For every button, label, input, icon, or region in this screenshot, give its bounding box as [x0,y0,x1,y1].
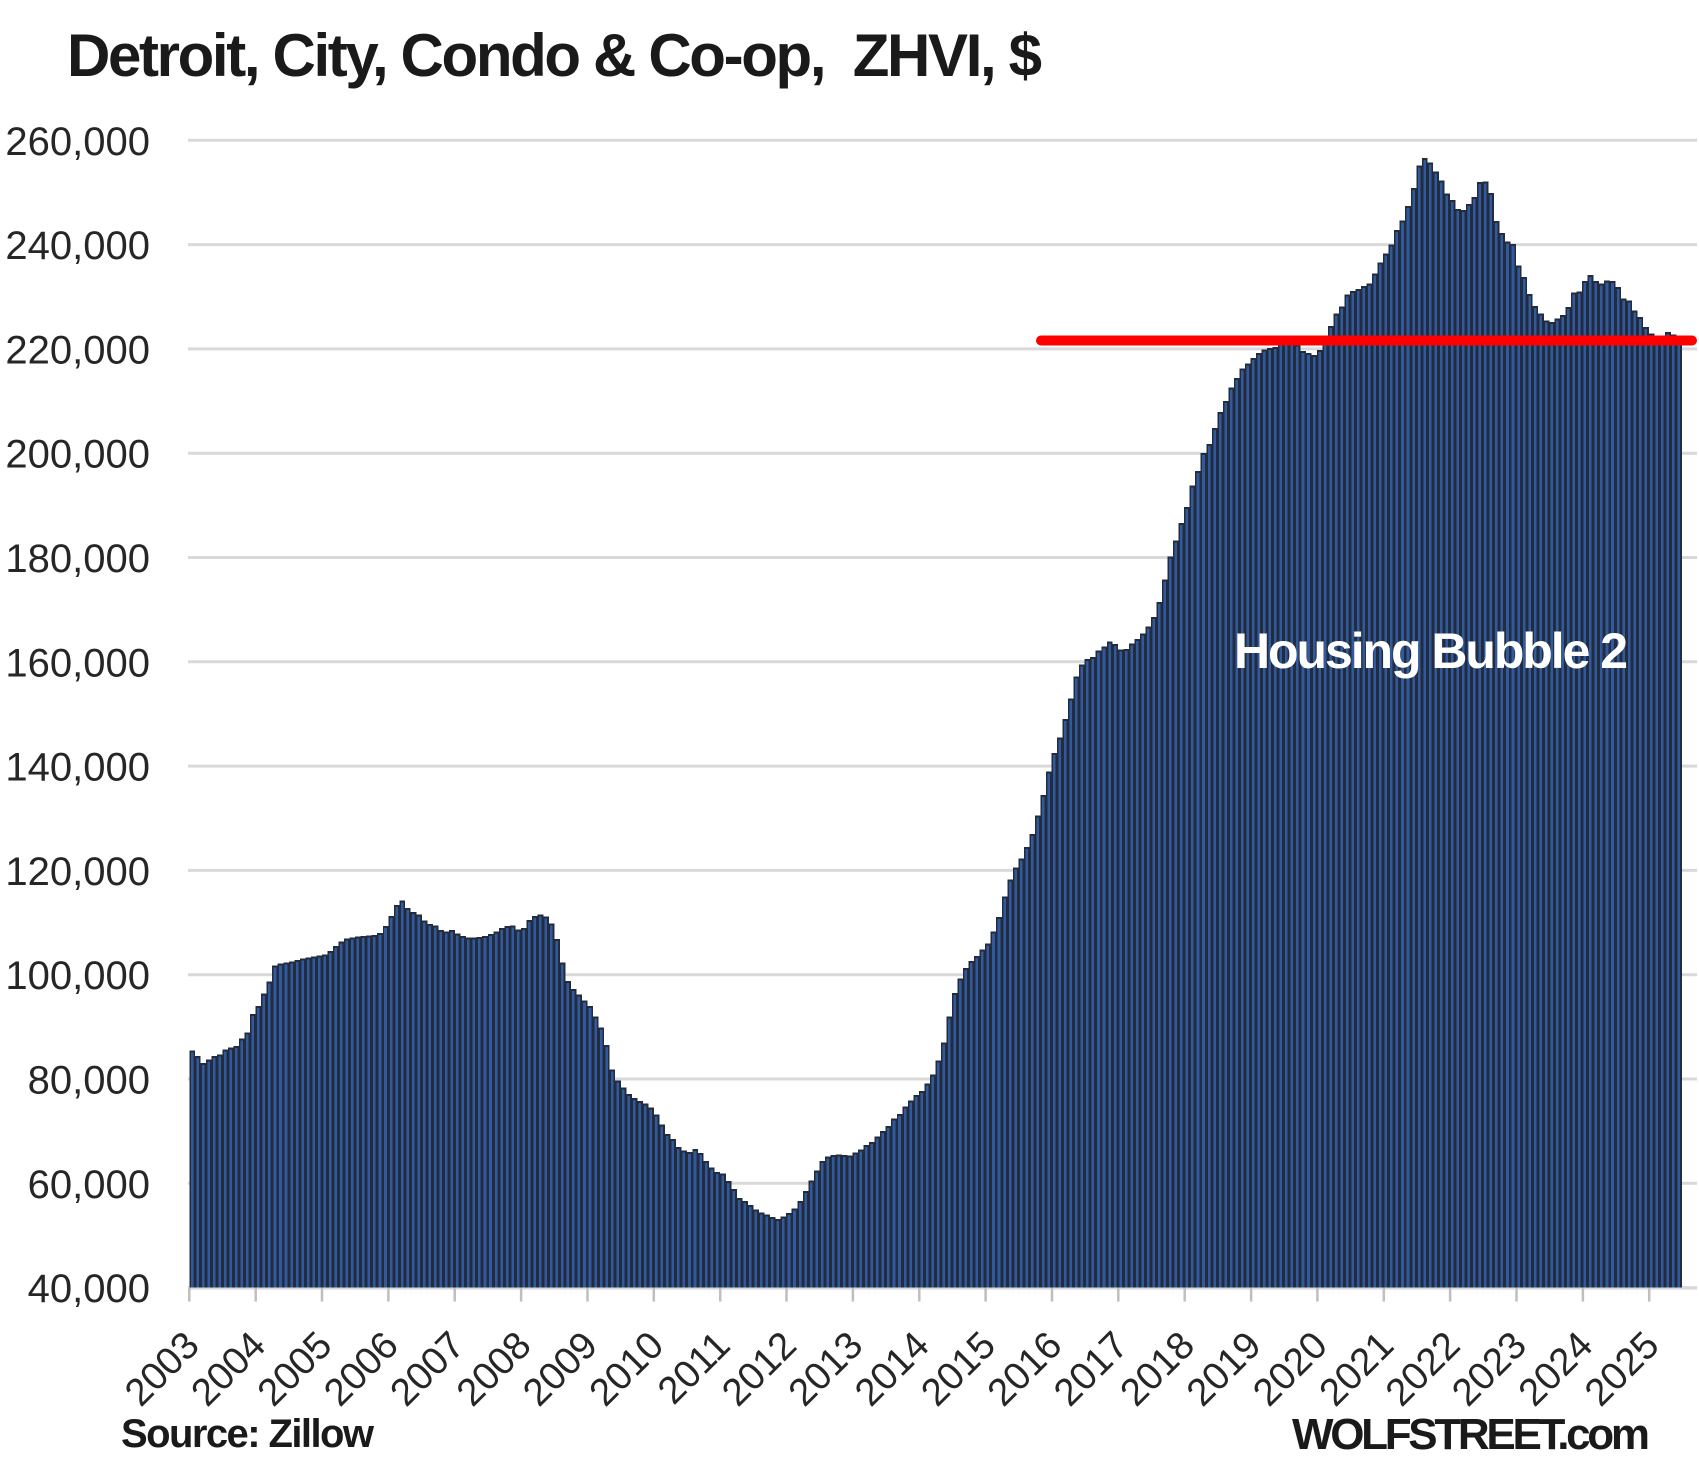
svg-text:40,000: 40,000 [28,1267,150,1311]
svg-text:140,000: 140,000 [5,746,150,790]
svg-text:Detroit, City, Condo & Co-op,: Detroit, City, Condo & Co-op, ZHVI, $ [67,22,1042,89]
svg-text:260,000: 260,000 [5,120,150,164]
svg-text:80,000: 80,000 [28,1059,150,1103]
svg-text:240,000: 240,000 [5,224,150,268]
svg-text:120,000: 120,000 [5,850,150,894]
svg-text:160,000: 160,000 [5,641,150,685]
svg-text:200,000: 200,000 [5,433,150,477]
svg-text:WOLFSTREET.com: WOLFSTREET.com [1292,1410,1650,1459]
svg-text:60,000: 60,000 [28,1163,150,1207]
svg-text:100,000: 100,000 [5,954,150,998]
svg-text:Housing Bubble 2: Housing Bubble 2 [1234,623,1628,679]
svg-text:220,000: 220,000 [5,328,150,372]
svg-text:180,000: 180,000 [5,537,150,581]
svg-text:Source: Zillow: Source: Zillow [121,1412,375,1456]
